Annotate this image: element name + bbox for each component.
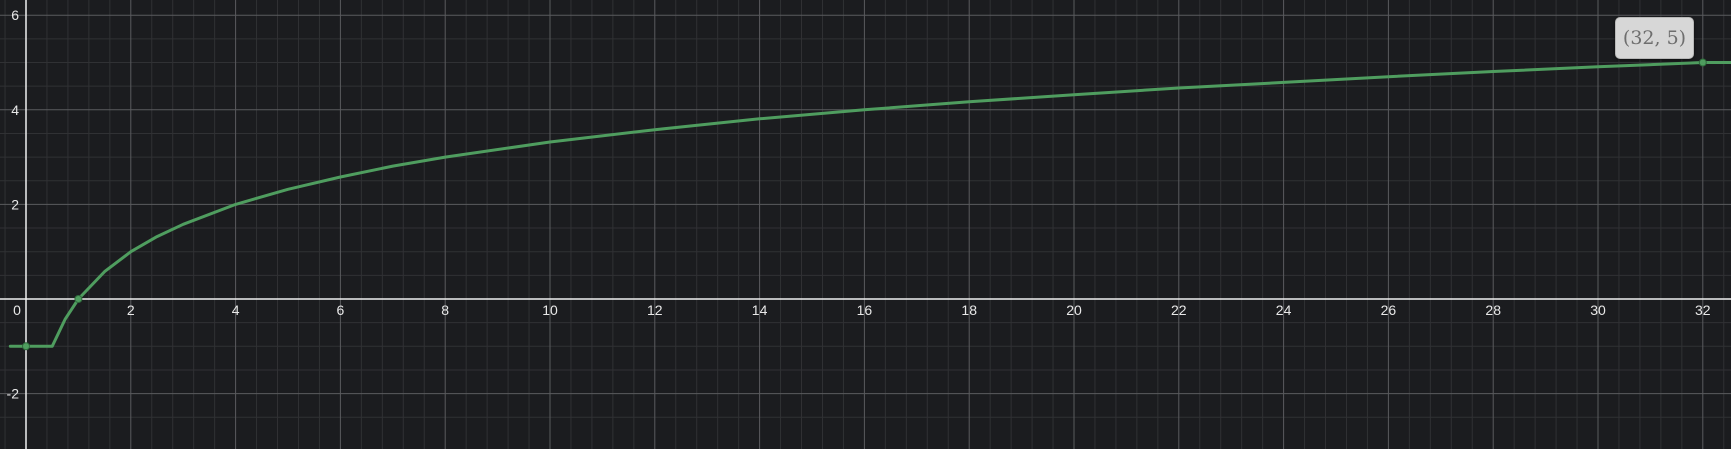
point-tooltip: (32, 5) (1615, 17, 1694, 59)
x-tick-label: 12 (647, 302, 663, 318)
data-point (1698, 58, 1707, 67)
x-tick-label: 0 (13, 302, 21, 318)
y-tick-label: 6 (11, 7, 19, 23)
x-tick-label: 8 (441, 302, 449, 318)
series-line (8, 61, 1731, 348)
x-tick-label: 24 (1276, 302, 1292, 318)
x-tick-label: 30 (1590, 302, 1606, 318)
x-tick-label: 20 (1066, 302, 1082, 318)
x-tick-label: 22 (1171, 302, 1187, 318)
y-tick-label: 4 (11, 102, 19, 118)
data-point (74, 295, 83, 303)
x-tick-label: 18 (961, 302, 977, 318)
x-tick-label: 32 (1695, 302, 1711, 318)
x-tick-label: 4 (232, 302, 240, 318)
y-tick-label: 2 (11, 196, 19, 212)
y-tick-label: -2 (7, 386, 20, 402)
x-tick-label: 28 (1485, 302, 1501, 318)
data-point (22, 342, 30, 351)
x-tick-label: 10 (542, 302, 558, 318)
x-tick-label: 6 (337, 302, 345, 318)
x-tick-label: 16 (857, 302, 873, 318)
x-tick-label: 14 (752, 302, 768, 318)
x-tick-label: 2 (127, 302, 135, 318)
x-tick-label: 26 (1381, 302, 1397, 318)
